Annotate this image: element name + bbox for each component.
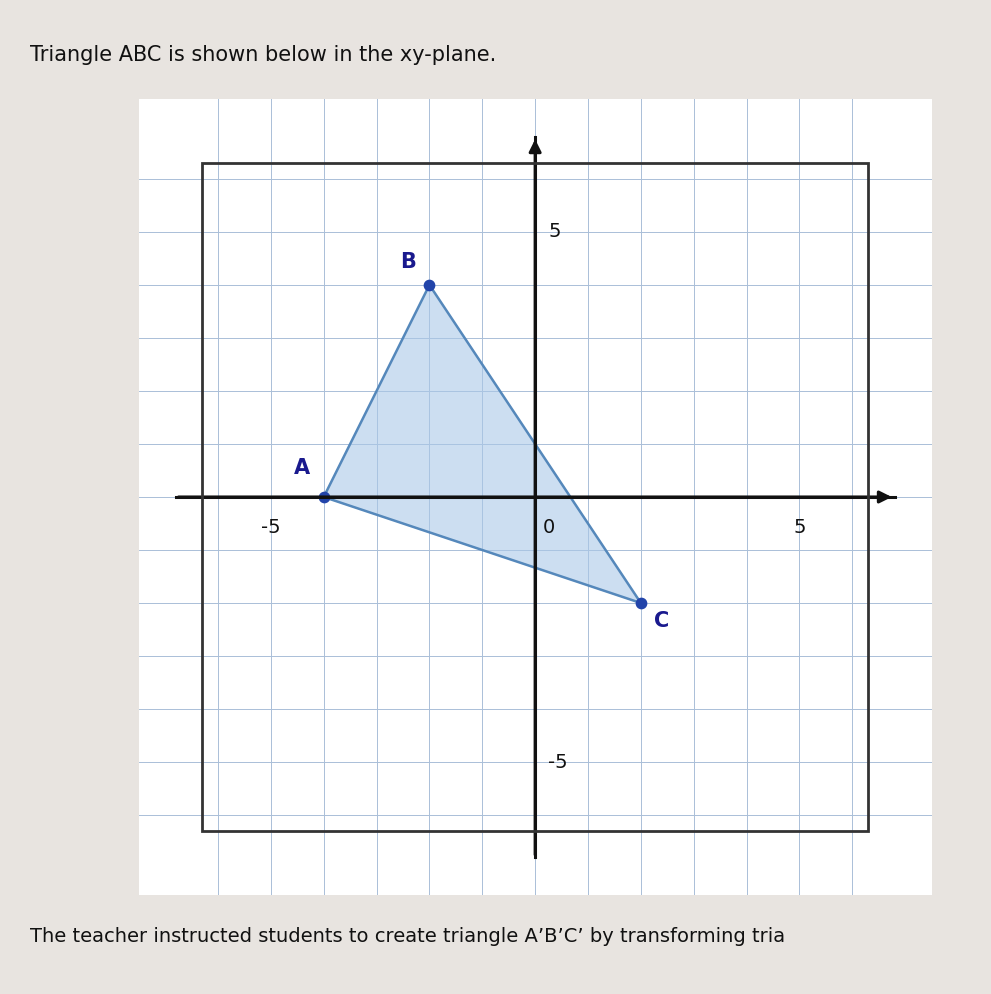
Text: Triangle ABC is shown below in the xy-plane.: Triangle ABC is shown below in the xy-pl… <box>30 45 496 65</box>
Point <box>421 277 437 293</box>
Polygon shape <box>324 285 641 603</box>
Point <box>316 489 332 505</box>
Text: 0: 0 <box>543 518 555 537</box>
Text: 5: 5 <box>793 518 806 537</box>
Text: -5: -5 <box>548 752 568 771</box>
Text: -5: -5 <box>261 518 280 537</box>
Point <box>633 595 649 611</box>
Bar <box>202 163 868 831</box>
Text: A: A <box>294 458 310 478</box>
Text: The teacher instructed students to create triangle A’B’C’ by transforming tria: The teacher instructed students to creat… <box>30 927 785 946</box>
Text: 5: 5 <box>548 223 561 242</box>
Text: C: C <box>654 611 669 631</box>
Text: B: B <box>400 251 416 271</box>
